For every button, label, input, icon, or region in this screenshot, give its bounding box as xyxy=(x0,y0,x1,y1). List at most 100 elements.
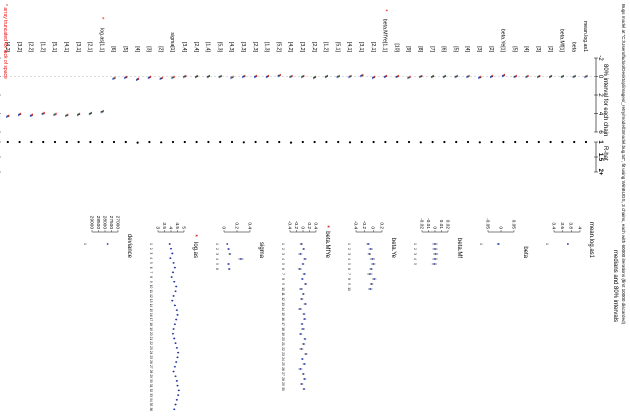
index-label: 11 xyxy=(281,292,285,296)
index-label: 5 xyxy=(281,263,285,265)
index-label: 10 xyxy=(347,287,351,291)
interval-median-point xyxy=(195,75,198,78)
index-label: 7 xyxy=(281,273,285,275)
median-point xyxy=(303,318,306,320)
index-label: 15 xyxy=(281,312,285,316)
index-label: 23 xyxy=(149,346,153,350)
index-label: 21 xyxy=(149,337,153,341)
interval-median-point xyxy=(18,113,21,116)
median-point xyxy=(172,332,174,335)
interval-median-point xyxy=(148,76,151,79)
index-label: 25 xyxy=(149,356,153,360)
interval-median-point xyxy=(349,75,351,78)
median-point xyxy=(174,342,177,345)
row-label: [5,1] xyxy=(51,42,57,53)
interval-median-point xyxy=(242,75,245,78)
median-point xyxy=(173,304,176,307)
index-label: 16 xyxy=(149,313,153,317)
panel-title: mean.log.as1 xyxy=(588,222,594,259)
panel-tick-label: 0 xyxy=(497,226,503,229)
rhat-point xyxy=(502,140,505,144)
panel-deviance: deviance 29000 28500 28000 27500 27000 1 xyxy=(83,216,132,259)
median-point xyxy=(302,343,305,345)
interval-median-point xyxy=(207,75,210,78)
index-label: 7 xyxy=(149,271,153,273)
interval-median-point xyxy=(443,75,446,78)
rhat-point xyxy=(419,141,422,144)
median-point xyxy=(174,375,177,378)
row-label: [3] xyxy=(476,46,482,52)
row-label: [2,2] xyxy=(311,42,317,53)
index-label: 36 xyxy=(149,408,153,412)
interval-median-point xyxy=(183,75,186,78)
row-label: [4] xyxy=(134,46,140,52)
median-point xyxy=(175,398,178,401)
interval-axis-top: -2 0 2 4 6 xyxy=(594,55,603,134)
rhat-point xyxy=(124,140,127,144)
index-label: 10 xyxy=(149,285,153,289)
panel-tick-label: 27500 xyxy=(108,216,114,230)
rhat-axis-top: 1 1.5 2+ xyxy=(594,140,603,176)
rhat-point xyxy=(431,140,434,144)
interval-median-point xyxy=(30,114,33,117)
median-point xyxy=(171,299,174,302)
panel-tick-label: 0.01 xyxy=(438,220,444,230)
index-label: 4 xyxy=(413,258,417,260)
panel-log-as: log.as*3 3.5 4 4.5 5123456789101112131415161… xyxy=(149,222,198,411)
median-point xyxy=(369,248,372,250)
truncation-star: * xyxy=(191,234,198,237)
median-point xyxy=(302,263,304,265)
index-label: 14 xyxy=(281,307,285,311)
rhat-point xyxy=(195,140,198,144)
rhat-point xyxy=(136,141,139,144)
median-point xyxy=(177,389,180,392)
index-label: 34 xyxy=(149,398,153,402)
row-label: [1,2] xyxy=(323,42,329,53)
index-label: 28 xyxy=(149,370,153,374)
rhat-point xyxy=(101,140,104,144)
rhat-point xyxy=(478,141,481,144)
row-label: [7] xyxy=(429,46,435,52)
index-label: 22 xyxy=(149,341,153,345)
median-point xyxy=(226,243,229,245)
interval-median-point xyxy=(231,76,233,79)
interval-median-point xyxy=(113,77,115,80)
row-label: log.as[1,1] xyxy=(98,28,104,52)
median-point xyxy=(173,365,176,368)
index-label: 14 xyxy=(149,304,153,308)
interval-median-point xyxy=(101,110,104,113)
median-point xyxy=(303,273,306,275)
median-point xyxy=(301,278,304,280)
median-point xyxy=(299,308,301,310)
index-label: 1 xyxy=(413,243,417,245)
median-point xyxy=(174,290,177,293)
index-label: 2 xyxy=(413,248,417,250)
median-point xyxy=(304,338,306,340)
median-point xyxy=(228,253,231,255)
axis-tick-label: -2 xyxy=(597,55,603,61)
row-label: [3,1] xyxy=(358,42,364,53)
rhat-point xyxy=(171,140,175,144)
index-label: 9 xyxy=(149,281,153,283)
median-point xyxy=(175,380,178,382)
median-point xyxy=(304,303,307,305)
rhat-point xyxy=(407,140,411,144)
interval-median-point xyxy=(360,74,363,77)
median-point xyxy=(299,368,302,370)
rhat-point xyxy=(325,140,328,144)
row-label: [4,1] xyxy=(63,42,69,53)
index-label: 10 xyxy=(281,287,285,291)
index-label: 29 xyxy=(281,382,285,386)
median-point xyxy=(305,353,307,355)
index-label: 8 xyxy=(149,276,153,278)
row-label: [2] xyxy=(157,46,163,52)
rhat-point xyxy=(278,140,281,144)
index-label: 18 xyxy=(281,327,285,331)
row-label: [2,1] xyxy=(370,42,376,53)
row-label: [6] xyxy=(441,46,447,52)
index-label: 19 xyxy=(149,327,153,331)
index-label: 5 xyxy=(413,263,417,265)
